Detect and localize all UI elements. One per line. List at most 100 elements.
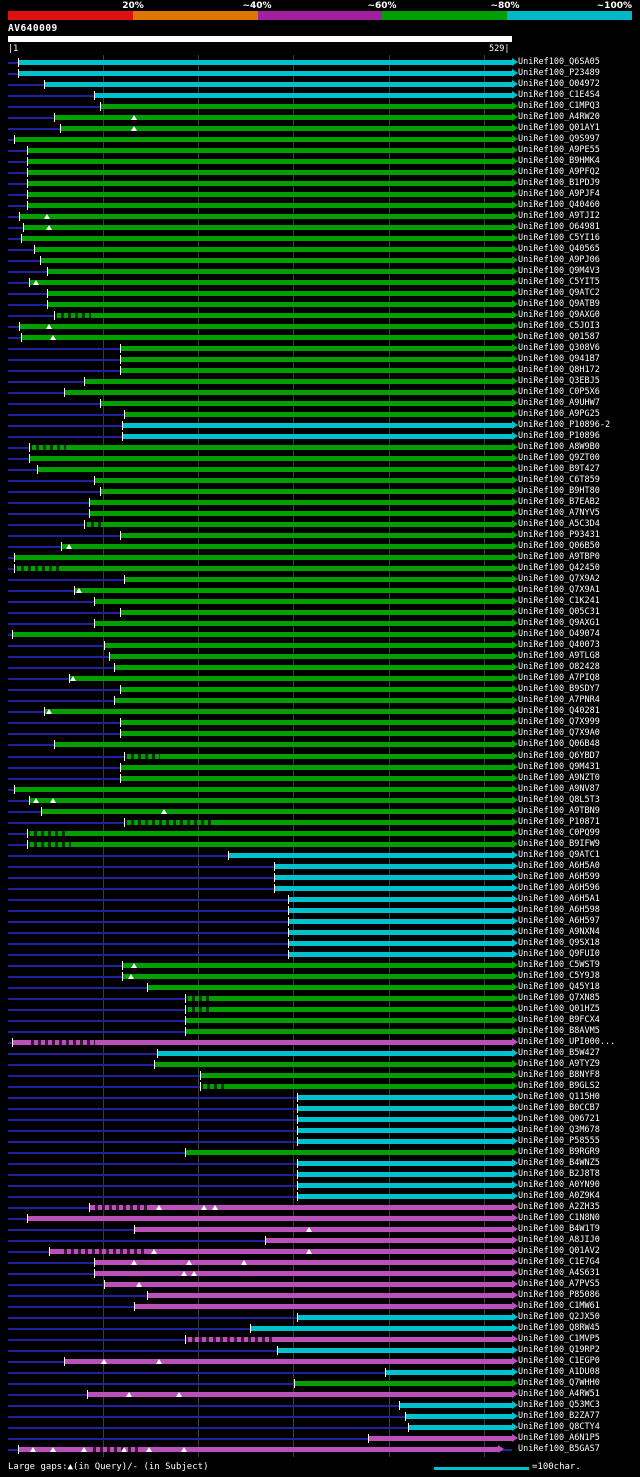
hit-bar[interactable] <box>13 566 512 572</box>
hit-label[interactable]: UniRef100_B9FCX4 <box>518 1014 600 1025</box>
hit-bar[interactable] <box>11 1039 512 1045</box>
hit-bar[interactable] <box>89 1204 512 1210</box>
hit-label[interactable]: UniRef100_A7NYV5 <box>518 508 600 519</box>
hit-bar[interactable] <box>17 1447 498 1452</box>
hit-bar[interactable] <box>39 258 512 264</box>
hit-bar[interactable] <box>154 1061 512 1067</box>
hit-label[interactable]: UniRef100_A9TYZ9 <box>518 1058 600 1069</box>
hit-bar[interactable] <box>274 885 512 891</box>
hit-label[interactable]: UniRef100_C5WST9 <box>518 959 600 970</box>
hit-label[interactable]: UniRef100_A8W9B0 <box>518 442 600 453</box>
hit-bar[interactable] <box>227 852 512 858</box>
hit-bar[interactable] <box>27 192 512 198</box>
hit-label[interactable]: UniRef100_C1MW61 <box>518 1300 600 1311</box>
hit-bar[interactable] <box>274 863 512 869</box>
hit-label[interactable]: UniRef100_Q9ATC2 <box>518 288 600 299</box>
hit-bar[interactable] <box>119 357 512 363</box>
hit-label[interactable]: UniRef100_B9HT80 <box>518 486 600 497</box>
hit-label[interactable]: UniRef100_P93431 <box>518 530 600 541</box>
hit-bar[interactable] <box>93 1259 512 1265</box>
hit-bar[interactable] <box>287 918 512 924</box>
hit-bar[interactable] <box>199 1083 512 1089</box>
hit-bar[interactable] <box>121 962 512 968</box>
hit-bar[interactable] <box>69 676 512 682</box>
hit-label[interactable]: UniRef100_B1PDJ9 <box>518 178 600 189</box>
hit-bar[interactable] <box>184 1017 512 1023</box>
hit-bar[interactable] <box>287 951 512 957</box>
hit-label[interactable]: UniRef100_P10896-2 <box>518 420 611 431</box>
hit-bar[interactable] <box>64 390 512 396</box>
hit-bar[interactable] <box>277 1347 512 1353</box>
hit-label[interactable]: UniRef100_Q01587 <box>518 332 600 343</box>
hit-bar[interactable] <box>21 335 512 341</box>
hit-label[interactable]: UniRef100_C0PQ99 <box>518 827 600 838</box>
hit-bar[interactable] <box>249 1325 512 1331</box>
hit-bar[interactable] <box>124 412 512 418</box>
hit-bar[interactable] <box>297 1182 512 1188</box>
hit-label[interactable]: UniRef100_B9SDY7 <box>518 684 600 695</box>
hit-label[interactable]: UniRef100_Q9FUI0 <box>518 948 600 959</box>
hit-bar[interactable] <box>124 577 512 583</box>
hit-label[interactable]: UniRef100_C1K241 <box>518 596 600 607</box>
hit-label[interactable]: UniRef100_A9NV87 <box>518 783 600 794</box>
hit-bar[interactable] <box>119 368 512 374</box>
hit-label[interactable]: UniRef100_Q7XN85 <box>518 992 600 1003</box>
hit-label[interactable]: UniRef100_Q53MC3 <box>518 1399 600 1410</box>
hit-bar[interactable] <box>27 1215 512 1221</box>
hit-bar[interactable] <box>93 1270 512 1276</box>
hit-bar[interactable] <box>36 467 512 473</box>
hit-label[interactable]: UniRef100_A6N1P5 <box>518 1433 600 1443</box>
hit-bar[interactable] <box>184 1028 512 1034</box>
hit-label[interactable]: UniRef100_A9TBN9 <box>518 805 600 816</box>
hit-bar[interactable] <box>93 478 512 484</box>
hit-bar[interactable] <box>33 247 512 253</box>
hit-bar[interactable] <box>287 940 512 946</box>
hit-bar[interactable] <box>21 236 512 242</box>
hit-label[interactable]: UniRef100_C6T859 <box>518 475 600 486</box>
hit-bar[interactable] <box>297 1116 512 1122</box>
hit-label[interactable]: UniRef100_O64981 <box>518 222 600 233</box>
hit-label[interactable]: UniRef100_Q8RW45 <box>518 1322 600 1333</box>
hit-bar[interactable] <box>297 1094 512 1100</box>
hit-label[interactable]: UniRef100_Q9S997 <box>518 134 600 145</box>
hit-label[interactable]: UniRef100_A6H596 <box>518 882 600 893</box>
hit-bar[interactable] <box>29 456 512 462</box>
hit-label[interactable]: UniRef100_C5Y9J8 <box>518 970 600 981</box>
hit-bar[interactable] <box>297 1105 512 1111</box>
hit-bar[interactable] <box>156 1050 512 1056</box>
hit-label[interactable]: UniRef100_A9PJ06 <box>518 255 600 266</box>
hit-bar[interactable] <box>385 1369 512 1375</box>
hit-label[interactable]: UniRef100_C1EGP0 <box>518 1355 600 1366</box>
hit-bar[interactable] <box>119 533 512 539</box>
hit-bar[interactable] <box>294 1380 512 1386</box>
hit-label[interactable]: UniRef100_Q2JX50 <box>518 1311 600 1322</box>
hit-label[interactable]: UniRef100_A9TLG8 <box>518 651 600 662</box>
hit-bar[interactable] <box>184 1336 512 1342</box>
hit-bar[interactable] <box>27 203 512 209</box>
hit-label[interactable]: UniRef100_Q7X9A2 <box>518 574 600 585</box>
hit-label[interactable]: UniRef100_B4WNZ5 <box>518 1157 600 1168</box>
hit-bar[interactable] <box>27 841 512 847</box>
hit-bar[interactable] <box>119 346 512 352</box>
hit-label[interactable]: UniRef100_Q9AXG0 <box>518 310 600 321</box>
hit-label[interactable]: UniRef100_A9PG25 <box>518 409 600 420</box>
hit-label[interactable]: UniRef100_Q115H0 <box>518 1091 600 1102</box>
hit-bar[interactable] <box>53 742 512 748</box>
hit-bar[interactable] <box>184 1149 512 1155</box>
hit-label[interactable]: UniRef100_A6H5A0 <box>518 860 600 871</box>
hit-bar[interactable] <box>99 489 512 495</box>
hit-bar[interactable] <box>297 1127 512 1133</box>
hit-bar[interactable] <box>109 654 512 660</box>
hit-label[interactable]: UniRef100_Q06B50 <box>518 541 600 552</box>
hit-label[interactable]: UniRef100_Q9ATB9 <box>518 299 600 310</box>
hit-label[interactable]: UniRef100_B4W1T9 <box>518 1223 600 1234</box>
hit-bar[interactable] <box>367 1436 512 1441</box>
hit-label[interactable]: UniRef100_A4RW51 <box>518 1388 600 1399</box>
hit-label[interactable]: UniRef100_Q7X9A1 <box>518 585 600 596</box>
hit-label[interactable]: UniRef100_Q3M678 <box>518 1124 600 1135</box>
hit-label[interactable]: UniRef100_A9UHW7 <box>518 398 600 409</box>
hit-label[interactable]: UniRef100_P58555 <box>518 1135 600 1146</box>
hit-bar[interactable] <box>17 60 512 65</box>
hit-bar[interactable] <box>89 511 512 517</box>
hit-label[interactable]: UniRef100_Q42450 <box>518 563 600 574</box>
